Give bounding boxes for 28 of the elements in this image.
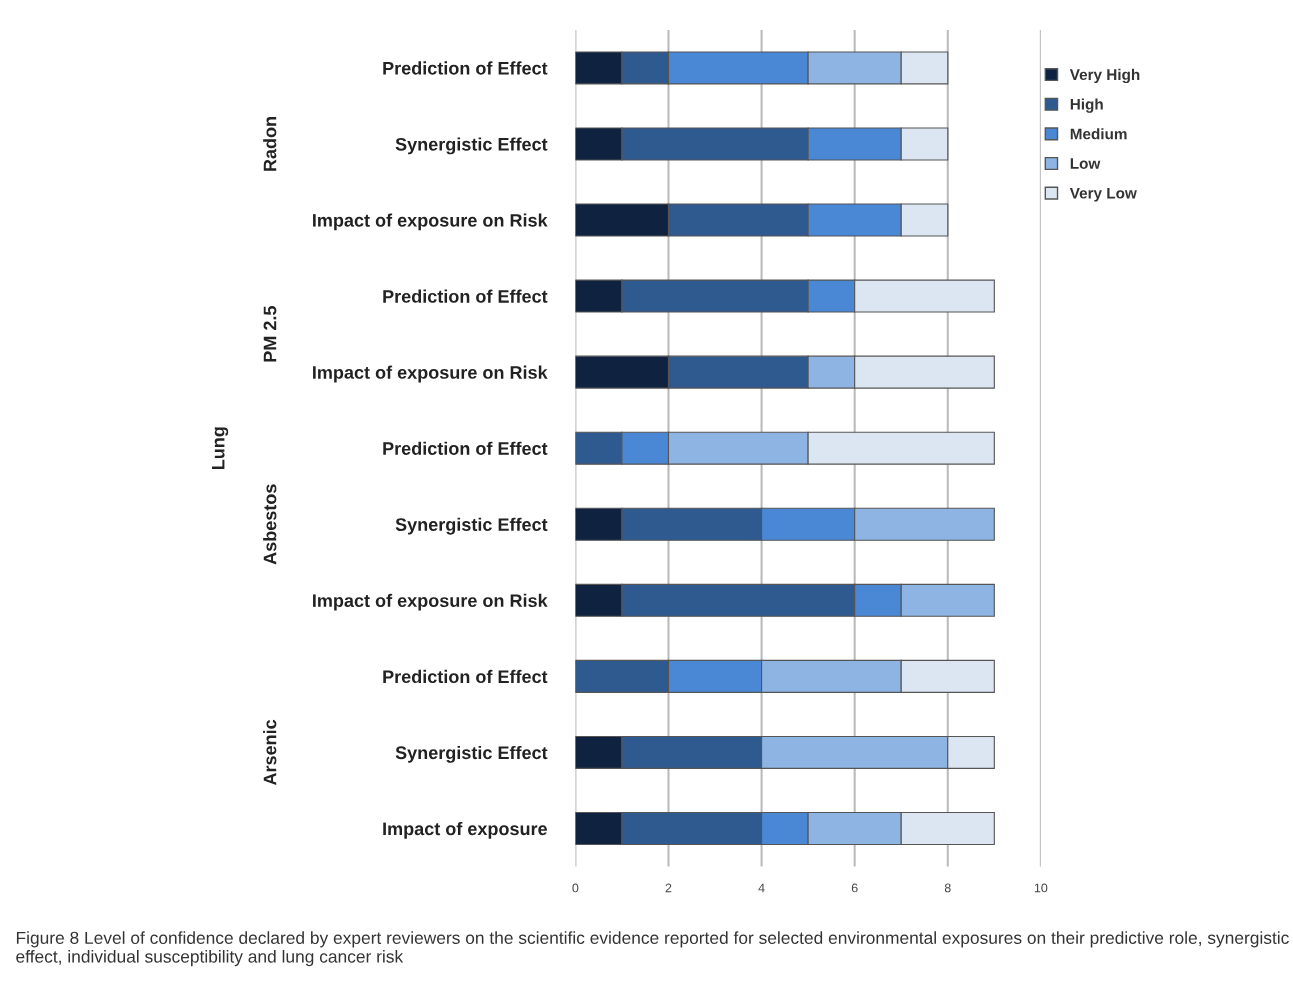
text: Radon bbox=[263, 117, 277, 171]
y-tick-label: Impact of exposure on Risk bbox=[313, 213, 548, 231]
y-tick-label: Synergistic Effect bbox=[395, 745, 548, 763]
legend-label: Very High bbox=[1069, 68, 1140, 84]
legend-label: High bbox=[1070, 98, 1103, 113]
legend-label: Low bbox=[1070, 158, 1101, 169]
x-tick-label: 10 bbox=[1034, 883, 1048, 893]
y-tick-label: Impact of exposure on Risk bbox=[313, 365, 548, 383]
y-tick-label: Synergistic Effect bbox=[395, 517, 548, 535]
x-tick-label: 4 bbox=[758, 883, 765, 893]
y-tick-label: Prediction of Effect bbox=[383, 61, 548, 75]
y-tick-label: Prediction of Effect bbox=[383, 669, 548, 684]
y-tick-label: Prediction of Effect bbox=[383, 289, 548, 303]
caption: Figure 8 Level of confidence declared by expert reviewers on the scientific evidence reported for selected environmental exposures on their predictive role, synergistic effect, individual susceptibility and lung cancer risk bbox=[16, 931, 1289, 967]
y-tick-label: Synergistic Effect bbox=[395, 137, 548, 155]
legend-label: Very Low bbox=[1069, 187, 1137, 202]
text: Lung bbox=[211, 427, 229, 470]
x-tick-label: 2 bbox=[665, 883, 672, 893]
x-tick-label: 6 bbox=[851, 883, 858, 893]
text: PM 2.5 bbox=[263, 306, 277, 362]
x-tick-label: 0 bbox=[572, 883, 579, 893]
y-tick-label: Prediction of Effect bbox=[383, 441, 548, 455]
legend-label: Medium bbox=[1070, 128, 1127, 140]
x-tick-label: 8 bbox=[944, 883, 951, 893]
text: Arsenic bbox=[263, 719, 277, 786]
y-tick-label: Impact of exposure on Risk bbox=[313, 593, 548, 611]
y-tick-label: Impact of exposure bbox=[383, 821, 547, 839]
text: Asbestos bbox=[263, 484, 277, 565]
